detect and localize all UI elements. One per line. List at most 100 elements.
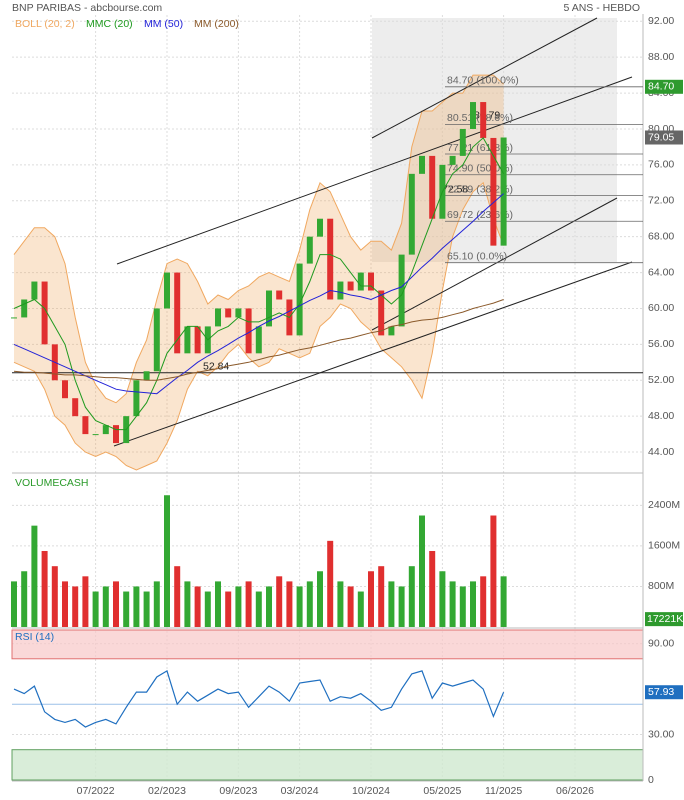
- x-tick-label: 03/2024: [281, 785, 319, 797]
- volume-bar: [347, 586, 354, 627]
- candle: [419, 155, 425, 174]
- candle: [429, 155, 436, 219]
- y-tick-label: 92.00: [648, 15, 674, 27]
- y-tick-label: 56.00: [648, 338, 674, 350]
- candle: [62, 380, 68, 399]
- volume-bar: [245, 581, 252, 627]
- volume-bar: [62, 581, 68, 627]
- candle: [82, 416, 89, 435]
- overbought-zone: [11, 629, 644, 660]
- candle: [255, 326, 262, 354]
- price-marker-label: 79.05: [648, 131, 674, 143]
- volume-bar: [337, 581, 344, 627]
- candle: [490, 137, 497, 246]
- candle: [317, 218, 323, 237]
- candle: [245, 308, 252, 354]
- candle: [92, 434, 99, 436]
- candle: [500, 137, 507, 246]
- candle: [143, 371, 150, 381]
- price-marker: [645, 130, 683, 145]
- moving-average: [13, 299, 504, 381]
- y-tick-label: 90.00: [648, 637, 674, 649]
- annotation-label: 72.58: [442, 183, 468, 195]
- y-tick-label: 1600M: [648, 540, 680, 552]
- candle: [306, 236, 313, 264]
- volume-bar: [490, 515, 497, 627]
- candle: [215, 308, 221, 327]
- volume-bar: [459, 586, 466, 627]
- volume-bar: [255, 591, 262, 627]
- y-tick-label: 0: [648, 774, 654, 786]
- candle: [11, 317, 17, 319]
- bollinger-lower: [13, 181, 505, 471]
- bollinger-band: [14, 75, 504, 470]
- price-marker-label: 84.70: [648, 81, 674, 93]
- trend-line: [113, 261, 633, 447]
- y-tick-label: 60.00: [648, 302, 674, 314]
- candle: [164, 272, 170, 309]
- trend-line: [116, 76, 633, 265]
- volume-bar: [317, 571, 323, 627]
- volume-bar: [143, 591, 150, 627]
- fib-label: 74.90 (50.0%): [447, 163, 513, 175]
- price-marker: [645, 79, 683, 94]
- volume-bar: [419, 515, 425, 627]
- candle: [276, 290, 283, 300]
- volume-bar: [153, 581, 160, 627]
- fib-label: 84.70 (100.0%): [447, 75, 519, 87]
- candle: [347, 281, 354, 291]
- fib-label: 72.59 (38.2%): [447, 183, 513, 195]
- candle: [459, 128, 466, 156]
- y-tick-label: 68.00: [648, 230, 674, 242]
- candle: [194, 326, 201, 354]
- candle: [266, 290, 272, 327]
- candle: [327, 218, 334, 300]
- volume-bar: [123, 591, 130, 627]
- volume-bar: [306, 581, 313, 627]
- x-tick-label: 07/2022: [77, 785, 115, 797]
- candle: [184, 326, 191, 354]
- volume-bar: [204, 591, 211, 627]
- volume-bar: [41, 550, 48, 627]
- panel-title: VOLUMECASH: [15, 477, 89, 489]
- candle: [368, 272, 374, 291]
- volume-bar: [449, 581, 456, 627]
- volume-bar: [296, 586, 303, 627]
- volume-bar: [266, 586, 272, 627]
- fib-label: 65.10 (0.0%): [447, 250, 507, 262]
- candle: [378, 290, 385, 336]
- candle: [31, 281, 38, 300]
- volume-bar: [368, 571, 374, 627]
- moving-average: [13, 137, 505, 431]
- volume-marker: [645, 612, 683, 627]
- chart-subtitle: 5 ANS - HEBDO: [564, 2, 640, 14]
- volume-bar: [470, 581, 476, 627]
- moving-average: [13, 193, 504, 395]
- panel-title: RSI (14): [15, 631, 54, 643]
- y-tick-label: 72.00: [648, 195, 674, 207]
- volume-bar: [378, 566, 385, 627]
- candle: [21, 299, 28, 318]
- volume-bar: [500, 576, 507, 627]
- volume-bar: [276, 576, 283, 627]
- volume-bar: [398, 586, 405, 627]
- y-tick-label: 800M: [648, 580, 674, 592]
- oversold-zone: [11, 749, 644, 781]
- volume-bar: [225, 591, 232, 627]
- candle: [153, 308, 160, 372]
- volume-bar: [102, 586, 109, 627]
- y-tick-label: 48.00: [648, 410, 674, 422]
- volume-bar: [72, 586, 79, 627]
- x-tick-label: 09/2023: [219, 785, 257, 797]
- y-tick-label: 30.00: [648, 728, 674, 740]
- volume-bar: [184, 581, 191, 627]
- candle: [102, 425, 109, 435]
- candle: [41, 281, 48, 345]
- volume-bar: [133, 586, 140, 627]
- trend-line: [371, 17, 598, 139]
- candle: [133, 380, 140, 417]
- candle: [470, 102, 476, 129]
- candle: [113, 425, 119, 444]
- candle: [388, 326, 395, 336]
